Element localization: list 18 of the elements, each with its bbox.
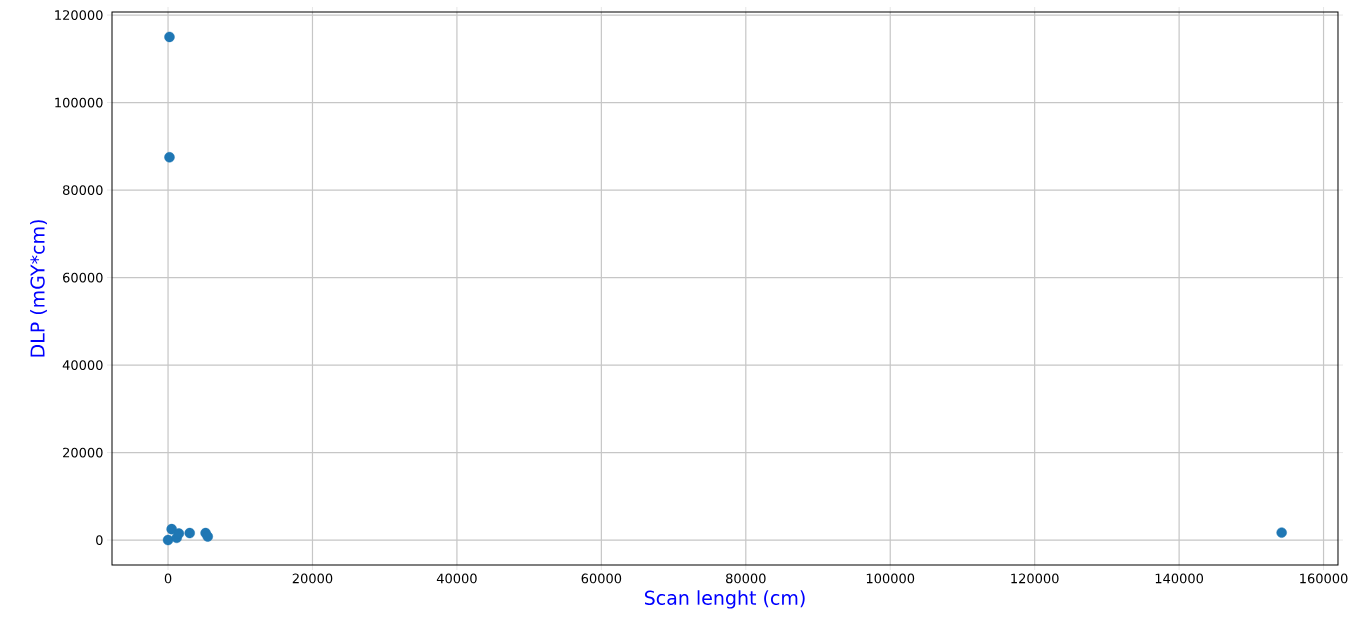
y-axis-title: DLP (mGY*cm) <box>30 220 47 357</box>
y-tick-label: 60000 <box>63 272 103 283</box>
y-tick-label: 40000 <box>62 360 103 370</box>
x-tick-label: 0 <box>164 573 172 584</box>
x-tick-label: 20000 <box>292 573 333 584</box>
x-tick-label: 40000 <box>436 573 477 584</box>
y-tick-label: 120000 <box>55 10 103 20</box>
x-tick-label: 60000 <box>581 573 622 584</box>
x-tick-label: 100000 <box>866 573 915 584</box>
x-axis-title: Scan lenght (cm) <box>644 590 805 609</box>
y-tick-label: 0 <box>96 535 103 545</box>
x-tick-label: 160000 <box>1300 573 1348 584</box>
x-tick-label: 120000 <box>1011 573 1059 584</box>
y-tick-label: 20000 <box>63 447 103 458</box>
y-tick-label: 100000 <box>55 97 103 108</box>
y-tick-label: 80000 <box>62 185 103 195</box>
x-tick-label: 140000 <box>1155 573 1204 584</box>
x-tick-label: 80000 <box>725 573 766 584</box>
